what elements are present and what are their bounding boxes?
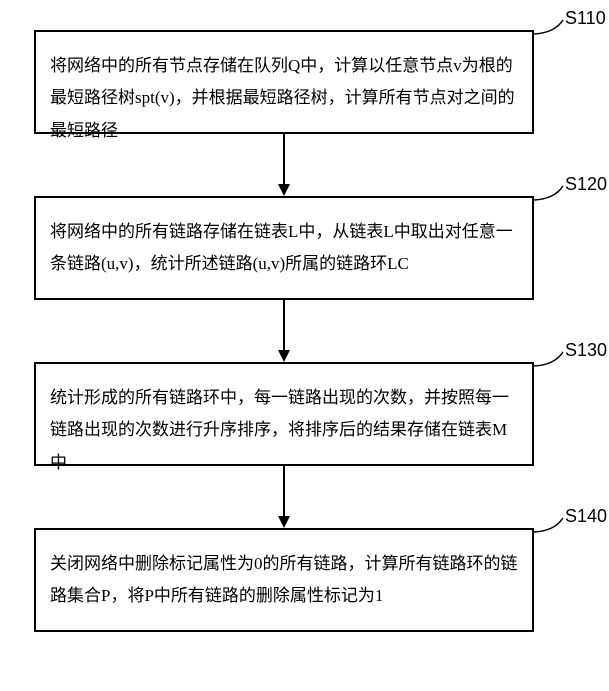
label-connector-s120	[532, 184, 565, 202]
step-box-s140: 关闭网络中删除标记属性为0的所有链路，计算所有链路环的链路集合P，将P中所有链路…	[34, 528, 534, 632]
step-box-s120: 将网络中的所有链路存储在链表L中，从链表L中取出对任意一条链路(u,v)，统计所…	[34, 196, 534, 300]
step-text-s120: 将网络中的所有链路存储在链表L中，从链表L中取出对任意一条链路(u,v)，统计所…	[50, 216, 518, 281]
step-label-s110: S110	[565, 8, 606, 29]
connector-arrow-0	[277, 134, 291, 196]
flowchart-container: 将网络中的所有节点存储在队列Q中，计算以任意节点v为根的最短路径树spt(v)，…	[0, 0, 609, 691]
step-box-s110: 将网络中的所有节点存储在队列Q中，计算以任意节点v为根的最短路径树spt(v)，…	[34, 30, 534, 134]
connector-arrow-1	[277, 300, 291, 362]
label-connector-s110	[532, 18, 565, 36]
step-text-s110: 将网络中的所有节点存储在队列Q中，计算以任意节点v为根的最短路径树spt(v)，…	[50, 50, 518, 147]
step-label-s130: S130	[565, 340, 607, 361]
connector-arrow-2	[277, 466, 291, 528]
label-connector-s130	[532, 350, 565, 368]
label-connector-s140	[532, 516, 565, 534]
step-label-s120: S120	[565, 174, 607, 195]
step-box-s130: 统计形成的所有链路环中，每一链路出现的次数，并按照每一链路出现的次数进行升序排序…	[34, 362, 534, 466]
step-text-s130: 统计形成的所有链路环中，每一链路出现的次数，并按照每一链路出现的次数进行升序排序…	[50, 382, 518, 479]
step-text-s140: 关闭网络中删除标记属性为0的所有链路，计算所有链路环的链路集合P，将P中所有链路…	[50, 548, 518, 613]
step-label-s140: S140	[565, 506, 607, 527]
